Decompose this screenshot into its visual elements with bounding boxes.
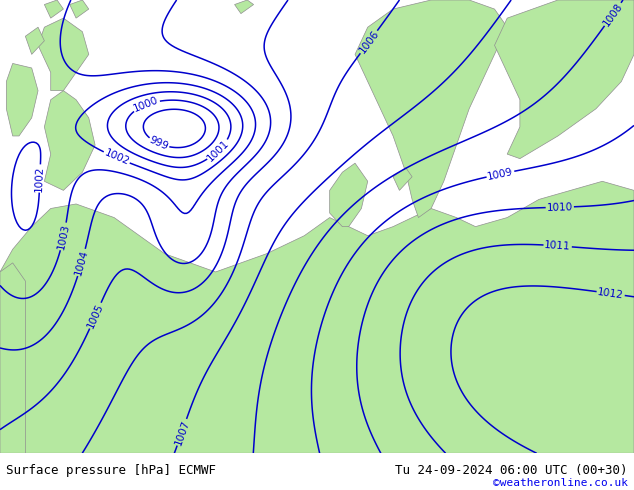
Text: 1008: 1008 — [601, 1, 624, 28]
Polygon shape — [393, 168, 412, 191]
Text: Tu 24-09-2024 06:00 UTC (00+30): Tu 24-09-2024 06:00 UTC (00+30) — [395, 465, 628, 477]
Text: 1011: 1011 — [544, 240, 571, 252]
Polygon shape — [0, 181, 634, 453]
Polygon shape — [44, 91, 95, 191]
Polygon shape — [0, 263, 25, 453]
Text: ©weatheronline.co.uk: ©weatheronline.co.uk — [493, 478, 628, 488]
Text: 999: 999 — [148, 135, 170, 152]
Polygon shape — [70, 0, 89, 18]
Text: 1002: 1002 — [34, 165, 46, 192]
Text: 1012: 1012 — [597, 287, 624, 300]
Polygon shape — [355, 0, 507, 218]
Text: 1006: 1006 — [357, 28, 381, 55]
Text: 1004: 1004 — [74, 248, 90, 276]
Text: 1002: 1002 — [103, 148, 131, 168]
Text: 1001: 1001 — [205, 138, 231, 163]
Text: 1009: 1009 — [486, 167, 514, 182]
Text: 1000: 1000 — [133, 95, 160, 114]
Text: Surface pressure [hPa] ECMWF: Surface pressure [hPa] ECMWF — [6, 465, 216, 477]
Text: 1007: 1007 — [173, 418, 191, 446]
Polygon shape — [235, 0, 254, 14]
Polygon shape — [495, 0, 634, 159]
Text: 1003: 1003 — [56, 222, 71, 250]
Text: 1005: 1005 — [86, 302, 105, 330]
Polygon shape — [44, 0, 63, 18]
Polygon shape — [330, 163, 368, 226]
Polygon shape — [6, 64, 38, 136]
Polygon shape — [38, 18, 89, 91]
Polygon shape — [25, 27, 44, 54]
Text: 1010: 1010 — [547, 202, 573, 213]
